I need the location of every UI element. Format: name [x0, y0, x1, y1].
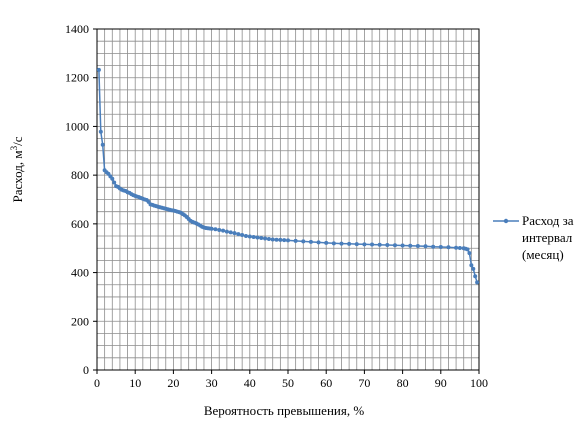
- data-point: [339, 241, 344, 246]
- data-point: [228, 230, 233, 235]
- legend-label-line-1: Расход за: [522, 213, 574, 228]
- x-tick-label: 80: [397, 376, 409, 390]
- data-point: [331, 241, 336, 246]
- data-point: [100, 142, 105, 147]
- x-tick-label: 60: [320, 376, 332, 390]
- data-point: [240, 233, 245, 238]
- data-point: [301, 239, 306, 244]
- y-axis-title-superscript: 3: [9, 145, 19, 150]
- data-point: [354, 242, 359, 247]
- data-point: [415, 244, 420, 249]
- data-point: [98, 129, 103, 134]
- y-axis-title-main: Расход, м: [10, 150, 25, 202]
- data-point: [347, 241, 352, 246]
- x-tick-label: 70: [358, 376, 370, 390]
- data-point: [286, 238, 290, 243]
- x-axis-title: Вероятность превышения, %: [204, 403, 365, 418]
- data-point: [308, 239, 313, 244]
- chart-grid: [97, 29, 479, 370]
- data-point: [469, 263, 474, 268]
- data-point: [266, 236, 271, 241]
- data-point: [247, 234, 252, 239]
- data-point: [392, 243, 397, 248]
- data-point: [438, 244, 443, 249]
- legend-label-line-2: интервал: [522, 230, 573, 245]
- y-tick-label: 600: [71, 217, 89, 231]
- data-point: [221, 228, 226, 233]
- legend: Расход за интервал (месяц): [493, 213, 577, 262]
- data-point: [473, 274, 478, 279]
- x-tick-label: 30: [206, 376, 218, 390]
- x-tick-label: 100: [470, 376, 488, 390]
- y-tick-label: 1200: [65, 71, 89, 85]
- data-point: [232, 231, 237, 236]
- legend-label-line-3: (месяц): [522, 247, 564, 262]
- data-point: [431, 244, 436, 249]
- data-point: [385, 243, 390, 248]
- data-point: [251, 235, 256, 240]
- y-axis-title: Расход, м3/с: [9, 136, 25, 202]
- data-point: [377, 242, 382, 247]
- data-point: [236, 232, 241, 237]
- y-tick-label: 200: [71, 314, 89, 328]
- data-point: [274, 237, 279, 242]
- axis-ticks: 0 200 400 600 800 1000 1200 1400 0 10 20 30 40 50 60 70…: [65, 22, 488, 390]
- x-tick-label: 0: [94, 376, 100, 390]
- data-point: [400, 243, 405, 248]
- data-point: [467, 251, 472, 256]
- data-point: [423, 244, 428, 249]
- x-tick-label: 50: [282, 376, 294, 390]
- data-point: [217, 227, 222, 232]
- data-point: [282, 238, 287, 243]
- data-point: [454, 245, 459, 250]
- data-point: [263, 236, 268, 241]
- data-point: [293, 238, 298, 243]
- legend-marker: [503, 218, 509, 224]
- data-point: [408, 243, 413, 248]
- data-point: [224, 229, 229, 234]
- data-point: [112, 180, 117, 185]
- x-tick-label: 10: [129, 376, 141, 390]
- y-tick-label: 1400: [65, 22, 89, 36]
- data-point: [324, 240, 329, 245]
- data-point: [475, 280, 480, 285]
- x-tick-label: 90: [435, 376, 447, 390]
- y-tick-label: 800: [71, 168, 89, 182]
- data-point: [243, 234, 248, 239]
- y-axis-title-tail: /с: [10, 136, 25, 146]
- data-point: [465, 247, 470, 252]
- x-tick-label: 40: [244, 376, 256, 390]
- data-point: [316, 240, 321, 245]
- data-point: [278, 237, 283, 242]
- data-series: [96, 67, 480, 285]
- legend-label: Расход за интервал (месяц): [522, 213, 577, 262]
- data-point: [471, 266, 476, 271]
- y-tick-label: 1000: [65, 119, 89, 133]
- data-point: [259, 235, 264, 240]
- data-point: [209, 226, 214, 231]
- data-point: [110, 176, 115, 181]
- data-point: [370, 242, 375, 247]
- y-tick-label: 0: [83, 363, 89, 377]
- x-tick-label: 20: [167, 376, 179, 390]
- data-point: [270, 237, 275, 242]
- data-point: [213, 227, 218, 232]
- data-point: [96, 67, 101, 72]
- data-point: [362, 242, 367, 247]
- data-point: [446, 245, 451, 250]
- data-point: [457, 245, 462, 250]
- y-tick-label: 400: [71, 266, 89, 280]
- data-point: [255, 235, 260, 240]
